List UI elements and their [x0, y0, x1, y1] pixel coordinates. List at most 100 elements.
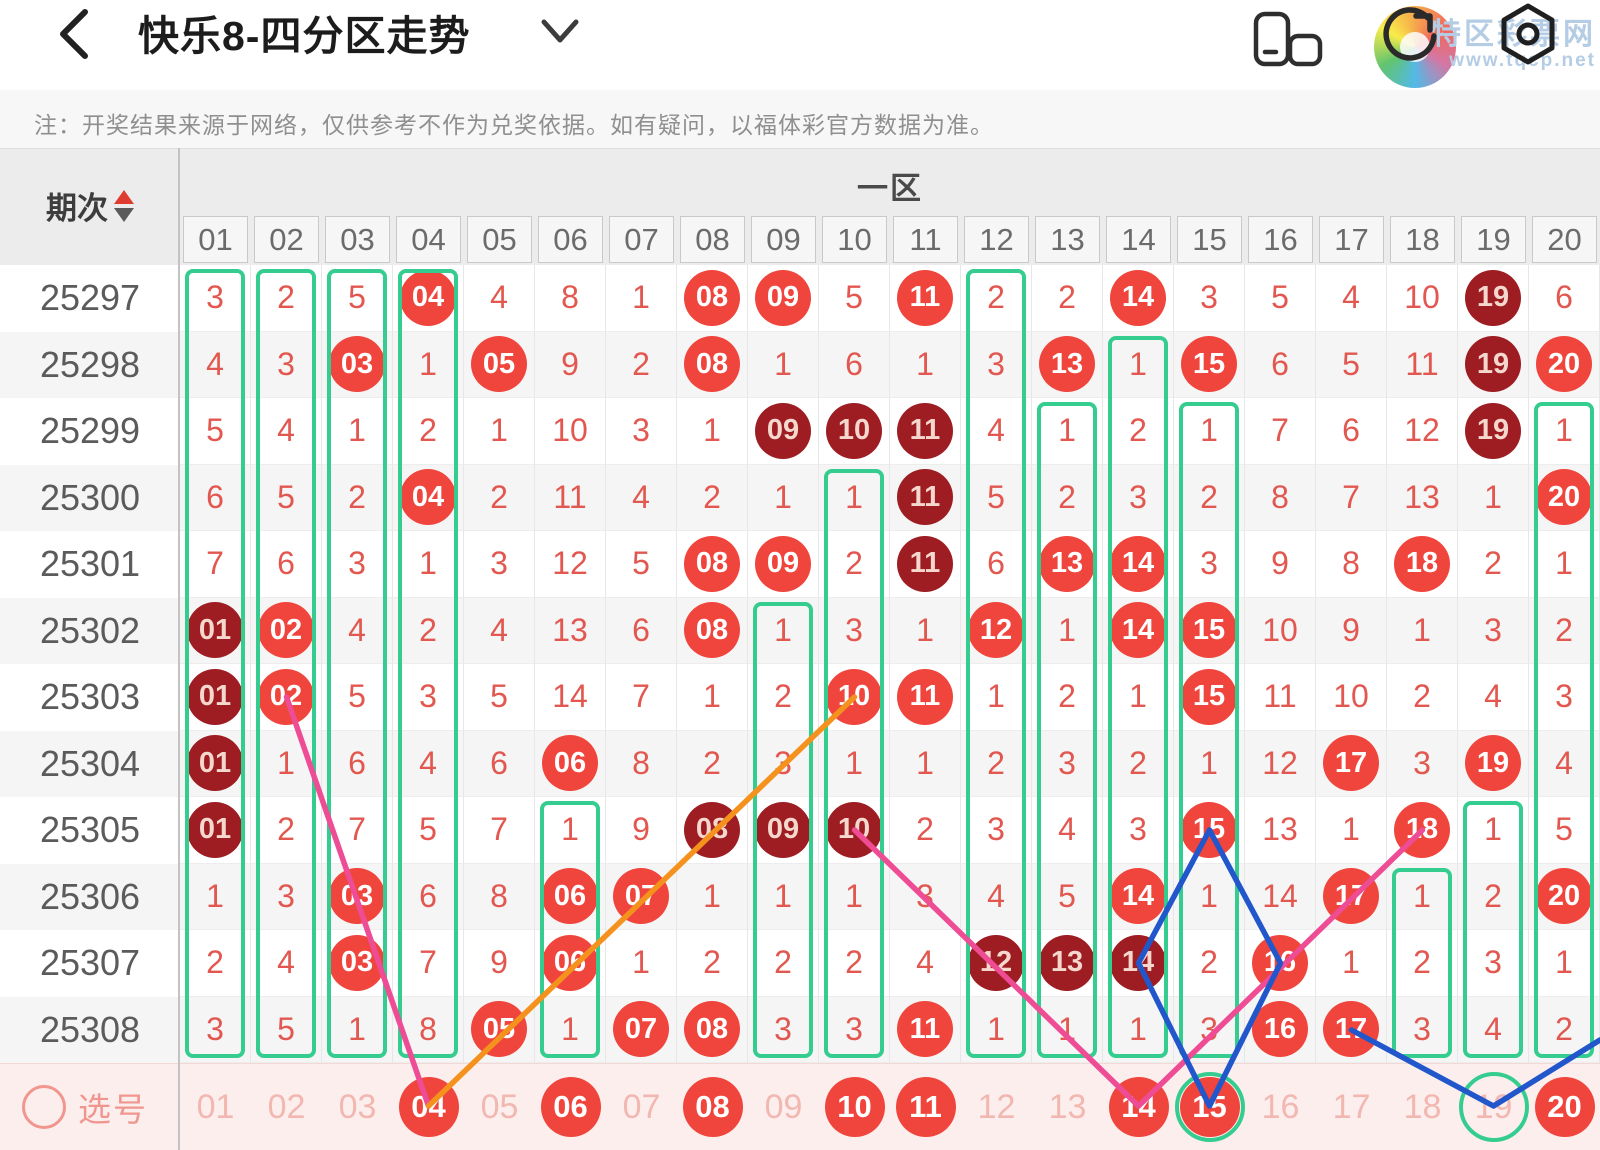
select-number-14[interactable]: 14 — [1103, 1064, 1174, 1150]
select-number-13[interactable]: 13 — [1032, 1064, 1103, 1150]
hit-circle: 03 — [329, 934, 385, 991]
hit-circle: 03 — [329, 336, 385, 393]
trend-cell: 7 — [180, 531, 251, 598]
period-label: 25303 — [39, 676, 141, 718]
trend-cell: 08 — [677, 265, 748, 332]
period-label: 25300 — [39, 476, 141, 518]
trend-cell: 3 — [1103, 464, 1174, 531]
trend-cell: 1 — [322, 398, 393, 465]
back-icon[interactable] — [55, 8, 95, 60]
trend-cell: 04 — [393, 464, 464, 531]
selectable-number: 09 — [764, 1087, 803, 1126]
repeat-hit-circle: 01 — [187, 735, 243, 792]
repeat-hit-circle: 01 — [187, 801, 243, 858]
trend-cell: 3 — [1103, 797, 1174, 864]
trend-cell: 2 — [1174, 464, 1245, 531]
chevron-down-icon[interactable] — [538, 16, 582, 48]
trend-cell: 2 — [1032, 464, 1103, 531]
trend-cell: 4 — [251, 930, 322, 997]
period-sort-control[interactable]: 期次 — [0, 183, 180, 228]
sort-desc-icon[interactable] — [114, 207, 134, 222]
trend-cell: 13 — [1032, 531, 1103, 598]
trend-cell: 2 — [890, 797, 961, 864]
selectable-number: 13 — [1048, 1087, 1087, 1126]
hit-circle: 03 — [329, 868, 385, 925]
trend-cell: 3 — [180, 265, 251, 332]
trend-cell: 13 — [1032, 930, 1103, 997]
table-row-25307: 25307 2 4 03 7 9 06 1 2 2 2 4 12 13 14 2 16 1 2 3 1 — [0, 930, 1600, 997]
trend-cell: 5 — [1316, 331, 1387, 398]
trend-cell: 07 — [606, 996, 677, 1063]
repeat-hit-circle: 12 — [968, 934, 1024, 991]
hit-circle: 10 — [826, 668, 882, 725]
select-number-03[interactable]: 03 — [322, 1064, 393, 1150]
select-number-10[interactable]: 10 — [819, 1064, 890, 1150]
refresh-icon[interactable] — [1378, 4, 1442, 68]
trend-cell: 12 — [961, 930, 1032, 997]
select-number-09[interactable]: 09 — [748, 1064, 819, 1150]
select-number-07[interactable]: 07 — [606, 1064, 677, 1150]
trend-cell: 2 — [1387, 664, 1458, 731]
trend-cell: 3 — [819, 597, 890, 664]
trend-cell: 1 — [393, 331, 464, 398]
trend-cell: 6 — [1316, 398, 1387, 465]
trend-cell: 2 — [677, 464, 748, 531]
select-number-19[interactable]: 19 — [1458, 1064, 1529, 1150]
trend-cell: 20 — [1529, 464, 1600, 531]
trend-cell: 6 — [819, 331, 890, 398]
trend-cell: 11 — [890, 996, 961, 1063]
select-number-12[interactable]: 12 — [961, 1064, 1032, 1150]
hit-circle: 11 — [897, 269, 953, 326]
trend-cell: 12 — [535, 531, 606, 598]
trend-cell: 3 — [1387, 730, 1458, 797]
trend-cell: 4 — [1458, 996, 1529, 1063]
column-header-05: 05 — [467, 216, 532, 263]
select-number-18[interactable]: 18 — [1387, 1064, 1458, 1150]
period-label: 25297 — [39, 277, 141, 319]
trend-cell: 2 — [1174, 930, 1245, 997]
trend-cell: 4 — [393, 730, 464, 797]
trend-cell: 3 — [1387, 996, 1458, 1063]
trend-cell: 1 — [1387, 863, 1458, 930]
hit-circle: 08 — [684, 1001, 740, 1058]
settings-hexagon-icon[interactable] — [1496, 2, 1560, 66]
select-number-04[interactable]: 04 — [393, 1064, 464, 1150]
trend-cell: 1 — [464, 398, 535, 465]
selection-label-group[interactable]: 选号 — [0, 1064, 180, 1150]
select-number-01[interactable]: 01 — [180, 1064, 251, 1150]
trend-cell: 4 — [251, 398, 322, 465]
select-number-08[interactable]: 08 — [677, 1064, 748, 1150]
trend-cell: 1 — [1032, 597, 1103, 664]
trend-cell: 5 — [606, 531, 677, 598]
column-header-10: 10 — [822, 216, 887, 263]
select-number-16[interactable]: 16 — [1245, 1064, 1316, 1150]
table-row-25298: 25298 4 3 03 1 05 9 2 08 1 6 1 3 13 1 15 6 5 11 19 20 — [0, 331, 1600, 398]
trend-cell: 11 — [1387, 331, 1458, 398]
trend-cell: 1 — [1174, 398, 1245, 465]
select-number-15[interactable]: 15 — [1174, 1064, 1245, 1150]
select-number-17[interactable]: 17 — [1316, 1064, 1387, 1150]
trend-cell: 17 — [1316, 996, 1387, 1063]
select-number-20[interactable]: 20 — [1529, 1064, 1600, 1150]
rotate-screen-icon[interactable] — [1252, 10, 1324, 68]
select-number-11[interactable]: 11 — [890, 1064, 961, 1150]
trend-cell: 2 — [961, 265, 1032, 332]
select-number-02[interactable]: 02 — [251, 1064, 322, 1150]
select-number-05[interactable]: 05 — [464, 1064, 535, 1150]
trend-cell: 1 — [1316, 930, 1387, 997]
hit-circle: 02 — [258, 668, 314, 725]
select-number-06[interactable]: 06 — [535, 1064, 606, 1150]
trend-cell: 2 — [961, 730, 1032, 797]
hit-circle: 08 — [684, 269, 740, 326]
trend-cell: 13 — [1245, 797, 1316, 864]
sort-asc-icon[interactable] — [114, 189, 134, 204]
trend-cell: 03 — [322, 331, 393, 398]
hit-circle: 02 — [258, 602, 314, 659]
trend-cell: 3 — [1032, 730, 1103, 797]
trend-cell: 6 — [606, 597, 677, 664]
trend-cell: 5 — [322, 664, 393, 731]
trend-cell: 18 — [1387, 797, 1458, 864]
hit-circle: 08 — [684, 602, 740, 659]
trend-cell: 11 — [890, 265, 961, 332]
repeat-hit-circle: 08 — [684, 801, 740, 858]
